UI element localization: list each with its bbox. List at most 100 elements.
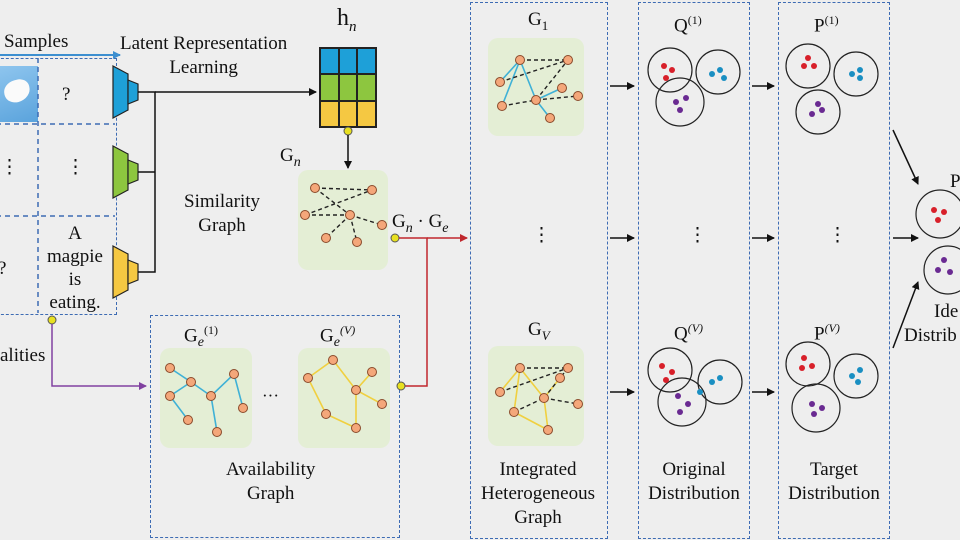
target-line-1: Target xyxy=(810,459,858,480)
pv-label: P(V) xyxy=(814,316,840,346)
ge1-label: Ge(1) xyxy=(184,318,218,355)
gn-ge-e-sub: e xyxy=(442,220,449,236)
target-distribution-box xyxy=(778,2,890,539)
gv-label: GV xyxy=(528,318,550,348)
availability-graph-label: Availability Graph xyxy=(226,458,315,506)
hn-sub: n xyxy=(349,18,357,35)
similarity-graph-label: Similarity Graph xyxy=(184,190,260,238)
gn-ge-g: G xyxy=(392,211,406,232)
text-line-2: magpie xyxy=(47,246,103,267)
gv-base: G xyxy=(528,319,542,340)
target-distribution-label: Target Distribution xyxy=(780,458,888,506)
gn-ge-sub: n xyxy=(405,220,413,236)
encoder-yellow xyxy=(112,245,139,299)
modalities-label: alities xyxy=(0,345,46,366)
p1-clusters xyxy=(785,43,879,135)
qv-base: Q xyxy=(674,323,688,345)
availability-graph-box xyxy=(150,315,400,538)
table-cell-r3c1: ? xyxy=(0,258,6,280)
g1-label: G1 xyxy=(528,8,548,38)
pv-clusters xyxy=(785,341,879,433)
gev-label: Ge(V) xyxy=(320,318,355,355)
similarity-merge-arrow xyxy=(399,237,428,387)
original-distribution-box xyxy=(638,2,750,539)
similarity-line-1: Similarity xyxy=(184,191,260,212)
pv-sup: (V) xyxy=(824,321,840,335)
integrated-graph-box xyxy=(470,2,608,539)
ideal-line-2: Distrib xyxy=(904,325,957,346)
pv-to-ideal-arrow xyxy=(892,281,920,349)
qv-sup: (V) xyxy=(687,321,704,335)
p1-sup: (1) xyxy=(824,13,839,27)
availability-ellipsis: ··· xyxy=(262,386,279,405)
integrated-graph-label: Integrated Heterogeneous Graph xyxy=(472,458,604,530)
ideal-line-1: Ide xyxy=(934,301,959,322)
ge1-base: G xyxy=(184,325,198,347)
gn-ge-e: G xyxy=(428,211,443,232)
hn-base: h xyxy=(337,5,349,31)
original-distribution-label: Original Distribution xyxy=(640,458,748,506)
g1-sub: 1 xyxy=(541,17,549,33)
p1-to-ideal-arrow xyxy=(892,129,919,185)
ge1-sup: (1) xyxy=(203,323,218,337)
pv-base: P xyxy=(814,323,825,345)
gn-ge-label: Gn · Ge xyxy=(392,210,449,241)
gev-sub: e xyxy=(333,335,340,351)
q1-base: Q xyxy=(674,15,688,37)
text-line-3: is xyxy=(68,269,82,290)
integrated-line-1: Integrated xyxy=(499,459,577,480)
target-vdots: ⋮ xyxy=(828,225,847,246)
ge1-sub: e xyxy=(197,335,204,351)
p1-points xyxy=(801,55,863,117)
ideal-top-label: P xyxy=(950,171,960,192)
q1-sup: (1) xyxy=(687,13,702,27)
availability-graph-v-panel xyxy=(298,348,390,448)
modalities-arrow xyxy=(51,324,147,390)
samples-label: Samples xyxy=(4,31,69,52)
ideal-clusters xyxy=(915,189,960,295)
g1-base: G xyxy=(528,9,542,30)
original-line-2: Distribution xyxy=(648,483,740,504)
integrated-graph-v-panel xyxy=(488,346,584,446)
hn-embedding-matrix xyxy=(319,47,377,128)
integrated-graph-1-solid xyxy=(499,58,563,119)
integrated-line-2: Heterogeneous xyxy=(481,483,595,504)
original-line-1: Original xyxy=(662,459,726,480)
p1-label: P(1) xyxy=(814,8,839,38)
original-vdots: ⋮ xyxy=(688,225,707,246)
integrated-line-3: Graph xyxy=(514,507,562,528)
integrated-graph-1-dashed xyxy=(499,59,579,107)
latent-line-1: Latent Representation xyxy=(120,33,288,54)
gn-label: Gn xyxy=(280,144,301,175)
integrated-graph-1-panel xyxy=(488,38,584,136)
qv-label: Q(V) xyxy=(674,316,703,346)
latent-representation-label: Latent Representation Learning xyxy=(120,32,287,80)
gn-sub: n xyxy=(293,154,301,170)
gv-sub: V xyxy=(541,327,550,343)
q1-label: Q(1) xyxy=(674,8,702,38)
gev-base: G xyxy=(320,325,334,347)
encoder-green xyxy=(112,145,139,199)
input-table-grid xyxy=(0,58,115,313)
qv-points xyxy=(659,363,723,415)
text-line-4: eating. xyxy=(49,292,101,313)
target-line-2: Distribution xyxy=(788,483,880,504)
gn-base: G xyxy=(280,145,294,166)
qv-clusters xyxy=(647,347,743,427)
text-line-1: A xyxy=(68,223,82,244)
hn-label: hn xyxy=(337,6,357,39)
dove-photo xyxy=(0,66,38,122)
ideal-distribution-label: Ide Distrib xyxy=(904,300,958,348)
availability-line-2: Graph xyxy=(246,483,295,504)
encoder-blue xyxy=(112,65,139,119)
q1-points xyxy=(661,63,727,113)
table-cell-r2c2: ⋮ xyxy=(66,157,85,178)
latent-line-2: Learning xyxy=(169,57,238,78)
table-text-sample: A magpie is eating. xyxy=(40,222,110,314)
ideal-points xyxy=(931,207,953,275)
similarity-line-2: Graph xyxy=(198,215,246,236)
table-cell-r1c2: ? xyxy=(62,84,71,105)
integrated-vdots: ⋮ xyxy=(532,225,551,246)
gev-sup: (V) xyxy=(339,323,356,337)
